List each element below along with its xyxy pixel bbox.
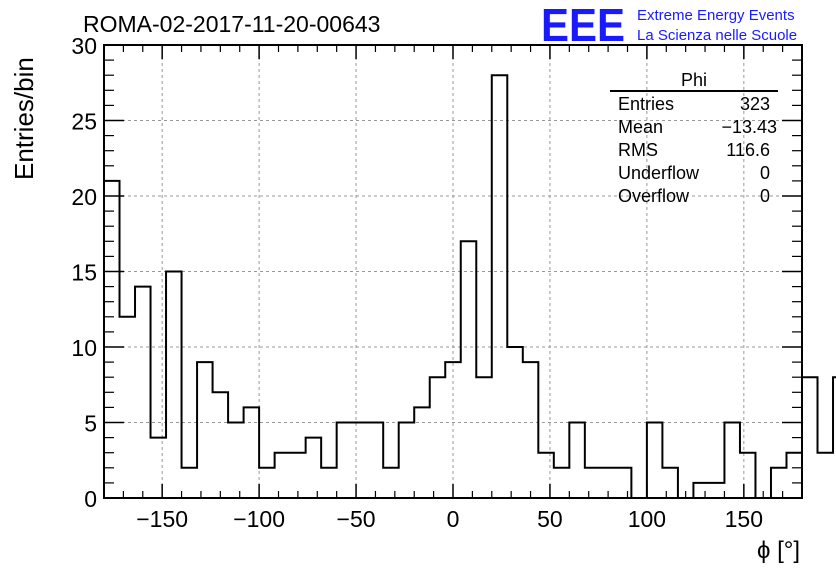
stats-title: Phi [681,70,707,90]
y-tick-labels: 0 5 10 15 20 25 30 [71,33,97,512]
stats-label-overflow: Overflow [618,186,690,206]
x-tick-label: 100 [628,506,666,532]
x-tick-label: 150 [725,506,763,532]
x-axis-label: ϕ [°] [757,537,800,564]
eee-logo: EEE [541,0,625,51]
grid-lines [104,45,802,498]
stats-box: Phi Entries 323 Mean −13.43 RMS 116.6 Un… [610,70,778,206]
stats-value-entries: 323 [740,94,770,114]
x-tick-label: 0 [447,506,460,532]
stats-label-mean: Mean [618,117,663,137]
y-tick-label: 10 [71,335,97,361]
stats-value-mean: −13.43 [721,117,777,137]
x-tick-label: 50 [537,506,563,532]
y-axis-label: Entries/bin [9,57,39,180]
stats-value-overflow: 0 [760,186,770,206]
chart-title: ROMA-02-2017-11-20-00643 [83,11,380,37]
stats-value-underflow: 0 [760,163,770,183]
x-tick-label: −100 [233,506,285,532]
stats-label-rms: RMS [618,140,658,160]
logo-line-2: La Scienza nelle Scuole [637,27,797,44]
y-tick-label: 30 [71,33,97,59]
axis-ticks [104,44,802,499]
y-tick-label: 5 [84,411,97,437]
y-tick-label: 20 [71,184,97,210]
x-tick-labels: −150 −100 −50 0 50 100 150 [136,506,763,532]
y-tick-label: 25 [71,109,97,135]
x-tick-label: −50 [337,506,376,532]
y-tick-label: 0 [84,486,97,512]
histogram-series [104,74,836,499]
stats-label-underflow: Underflow [618,163,700,183]
logo-line-1: Extreme Energy Events [637,7,795,24]
stats-label-entries: Entries [618,94,674,114]
x-tick-label: −150 [136,506,188,532]
stats-value-rms: 116.6 [726,140,770,160]
y-tick-label: 15 [71,260,97,286]
